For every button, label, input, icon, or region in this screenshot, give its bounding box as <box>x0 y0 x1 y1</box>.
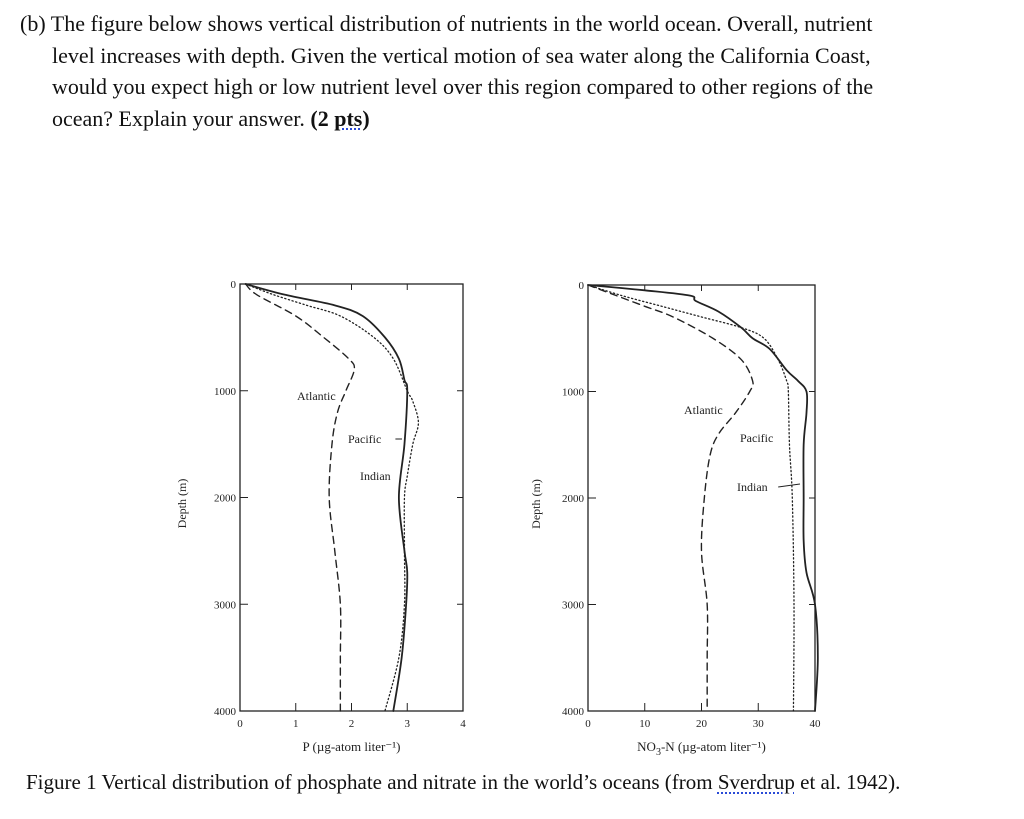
figure-caption: Figure 1 Vertical distribution of phosph… <box>26 770 901 794</box>
question-line-1: (b) The figure below shows vertical dist… <box>20 11 873 36</box>
y-tick-label: 4000 <box>214 706 237 718</box>
series-label-indian: Indian <box>360 469 391 483</box>
series-label-pacific: Pacific <box>740 431 773 445</box>
x-axis-label: NO3-N (µg-atom liter⁻¹) <box>637 739 766 758</box>
x-tick-label: 3 <box>405 718 411 730</box>
x-tick-label: 30 <box>753 718 765 730</box>
x-axis-label: P (µg-atom liter⁻¹) <box>303 739 401 754</box>
plot-frame <box>239 283 464 712</box>
series-label-atlantic: Atlantic <box>684 403 723 417</box>
y-axis-label: Depth (m) <box>529 479 543 529</box>
y-tick-label: 2000 <box>214 493 237 505</box>
x-tick-label: 20 <box>696 718 708 730</box>
y-tick-label: 1000 <box>562 387 585 399</box>
y-tick-label: 3000 <box>214 599 237 611</box>
y-tick-label: 4000 <box>562 706 585 718</box>
y-tick-label: 3000 <box>562 600 585 612</box>
label-leader-line <box>778 483 801 488</box>
question-line-2: level increases with depth. Given the ve… <box>52 42 871 68</box>
series-line-indian <box>587 284 819 712</box>
y-tick-label: 0 <box>579 280 585 292</box>
question-line-4: ocean? Explain your answer. (2 pts) <box>52 105 370 131</box>
series-label-indian: Indian <box>737 480 768 494</box>
x-tick-label: 2 <box>349 718 355 730</box>
y-tick-label: 0 <box>231 279 237 291</box>
series-line-indian <box>244 283 409 712</box>
x-tick-label: 0 <box>237 718 243 730</box>
series-line-atlantic <box>244 283 356 712</box>
plot-frame <box>587 284 816 712</box>
y-axis-label: Depth (m) <box>175 479 189 529</box>
x-tick-label: 1 <box>293 718 299 730</box>
series-line-atlantic <box>587 284 754 712</box>
x-tick-label: 40 <box>810 718 822 730</box>
y-tick-label: 2000 <box>562 493 585 505</box>
question-line-3: would you expect high or low nutrient le… <box>52 74 874 99</box>
x-tick-label: 10 <box>639 718 651 730</box>
caption-author: Sverdrup <box>717 770 795 794</box>
y-tick-label: 1000 <box>214 386 237 398</box>
x-tick-label: 4 <box>460 718 466 730</box>
series-line-pacific <box>587 284 795 712</box>
question-text: (b) The figure below shows vertical dist… <box>20 8 1010 134</box>
series-label-atlantic: Atlantic <box>297 389 336 403</box>
question-prefix: (b) <box>20 11 46 36</box>
points-label: (2 pts) <box>310 105 370 131</box>
series-label-pacific: Pacific <box>348 432 381 446</box>
x-tick-label: 0 <box>585 718 591 730</box>
